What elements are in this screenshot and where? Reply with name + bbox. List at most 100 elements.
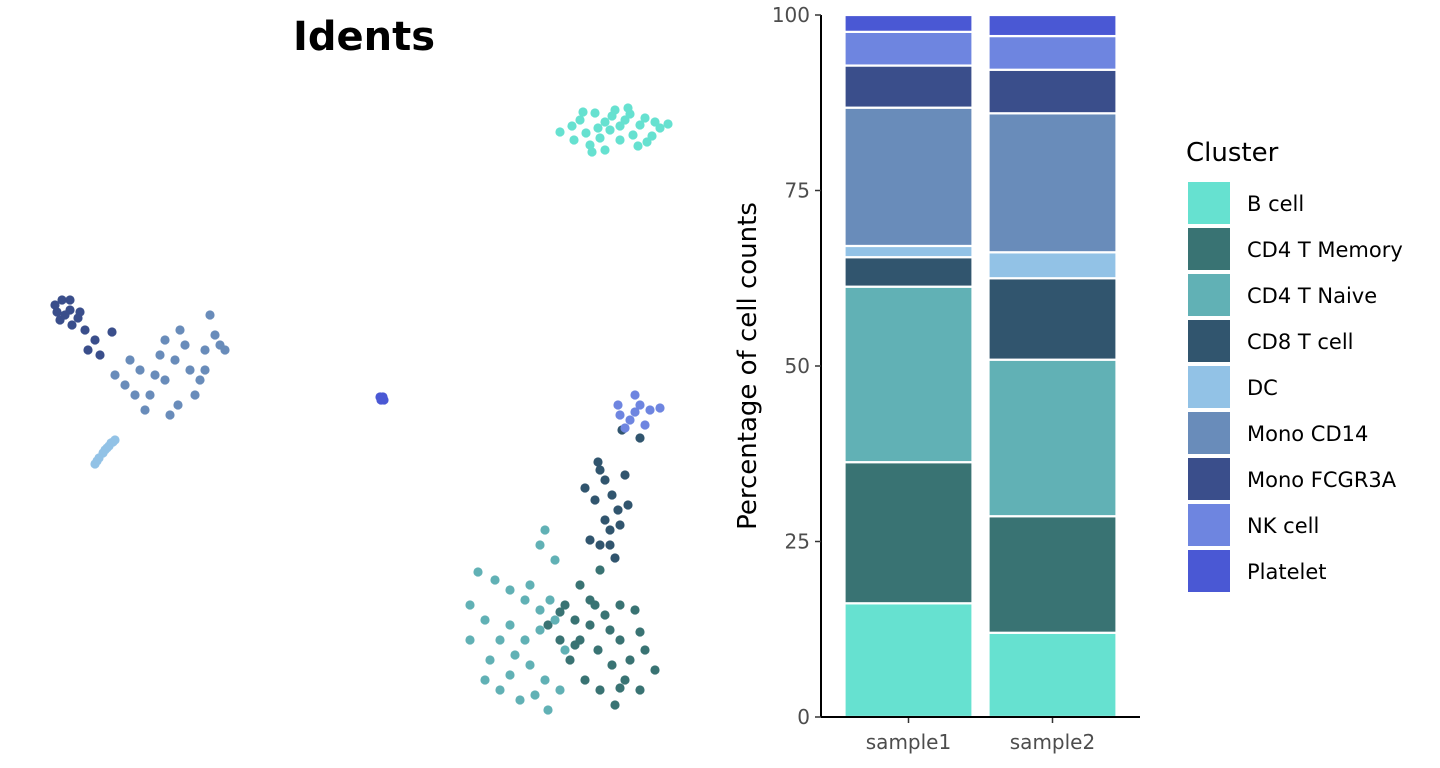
scatter-point bbox=[505, 585, 515, 595]
scatter-point bbox=[110, 370, 120, 380]
stacked-bar-panel: Percentage of cell counts 0 25 50 75 100 sam… bbox=[733, 3, 1140, 754]
scatter-point bbox=[663, 119, 673, 129]
scatter-point bbox=[655, 123, 665, 133]
scatter-point bbox=[615, 683, 625, 693]
scatter-point bbox=[555, 127, 565, 137]
scatter-point bbox=[635, 120, 645, 130]
scatter-point bbox=[525, 580, 535, 590]
legend-item-cd8-t-cell: CD8 T cell bbox=[1188, 320, 1354, 362]
x-tick-label: sample1 bbox=[866, 730, 951, 754]
scatter-point bbox=[565, 655, 575, 665]
scatter-point bbox=[630, 407, 640, 417]
scatter-point bbox=[607, 660, 617, 670]
scatter-point bbox=[605, 625, 615, 635]
legend-key bbox=[1188, 458, 1230, 500]
bars bbox=[843, 13, 1118, 719]
scatter-point bbox=[75, 307, 85, 317]
y-axis-title: Percentage of cell counts bbox=[733, 202, 763, 530]
scatter-point bbox=[650, 665, 660, 675]
legend-item-platelet: Platelet bbox=[1188, 550, 1327, 592]
legend-label: Mono CD14 bbox=[1247, 422, 1368, 446]
cluster-mono-cd14 bbox=[110, 310, 230, 420]
legend: Cluster B cell CD4 T Memory CD4 T Naive CD8… bbox=[1186, 138, 1403, 592]
bar-segment-b-cell bbox=[987, 631, 1118, 719]
scatter-point bbox=[555, 685, 565, 695]
legend-item-cd4-t-memory: CD4 T Memory bbox=[1188, 228, 1403, 270]
scatter-point bbox=[645, 405, 655, 415]
scatter-point bbox=[567, 121, 577, 131]
scatter-point bbox=[160, 335, 170, 345]
legend-item-b-cell: B cell bbox=[1188, 182, 1304, 224]
scatter-point bbox=[210, 330, 220, 340]
scatter-point bbox=[600, 117, 610, 127]
scatter-point bbox=[145, 390, 155, 400]
scatter-point bbox=[610, 700, 620, 710]
scatter-point bbox=[107, 327, 117, 337]
scatter-point bbox=[590, 108, 600, 118]
scatter-point bbox=[575, 115, 585, 125]
legend-items: B cell CD4 T Memory CD4 T Naive CD8 T cell D… bbox=[1188, 182, 1403, 592]
legend-item-mono-fcgr3a: Mono FCGR3A bbox=[1188, 458, 1397, 500]
bar-segment-platelet bbox=[987, 13, 1118, 38]
scatter-point bbox=[515, 695, 525, 705]
scatter-point bbox=[580, 483, 590, 493]
scatter-point bbox=[130, 390, 140, 400]
scatter-point bbox=[60, 310, 70, 320]
scatter-point bbox=[593, 457, 603, 467]
scatter-point bbox=[135, 365, 145, 375]
legend-key bbox=[1188, 228, 1230, 270]
scatter-point bbox=[50, 300, 60, 310]
scatter-point bbox=[543, 705, 553, 715]
bar-segment-mono-fcgr3a bbox=[843, 64, 974, 109]
scatter-point bbox=[605, 125, 615, 135]
scatter-point bbox=[570, 640, 580, 650]
scatter-point bbox=[595, 133, 605, 143]
legend-label: NK cell bbox=[1247, 514, 1319, 538]
scatter-points bbox=[50, 103, 673, 715]
scatter-point bbox=[83, 345, 93, 355]
scatter-point bbox=[600, 145, 610, 155]
scatter-point bbox=[190, 390, 200, 400]
bar-segment-mono-cd14 bbox=[987, 112, 1118, 254]
scatter-point bbox=[623, 500, 633, 510]
scatter-point bbox=[578, 107, 588, 117]
scatter-point bbox=[65, 295, 75, 305]
scatter-point bbox=[543, 620, 553, 630]
bar-segment-dc bbox=[843, 244, 974, 259]
cluster-dc bbox=[90, 435, 120, 469]
bar-segment-mono-fcgr3a bbox=[987, 68, 1118, 115]
scatter-point bbox=[490, 575, 500, 585]
legend-item-cd4-t-naive: CD4 T Naive bbox=[1188, 274, 1377, 316]
scatter-point bbox=[595, 685, 605, 695]
scatter-point bbox=[125, 355, 135, 365]
scatter-point bbox=[376, 395, 386, 405]
y-tick-label: 100 bbox=[772, 3, 810, 27]
scatter-point bbox=[173, 400, 183, 410]
legend-label: Platelet bbox=[1247, 560, 1327, 584]
scatter-point bbox=[585, 140, 595, 150]
scatter-point bbox=[620, 423, 630, 433]
scatter-point bbox=[57, 295, 67, 305]
scatter-point bbox=[581, 128, 591, 138]
scatter-point bbox=[569, 135, 579, 145]
scatter-point bbox=[593, 645, 603, 655]
cluster-cd4-t-naive bbox=[465, 525, 570, 715]
scatter-point bbox=[80, 325, 90, 335]
scatter-point bbox=[555, 607, 565, 617]
scatter-point bbox=[630, 605, 640, 615]
scatter-point bbox=[52, 307, 62, 317]
legend-label: CD4 T Memory bbox=[1247, 238, 1403, 262]
bar-segment-nk-cell bbox=[987, 34, 1118, 71]
scatter-point bbox=[480, 675, 490, 685]
legend-label: B cell bbox=[1247, 192, 1304, 216]
scatter-point bbox=[545, 595, 555, 605]
scatter-point bbox=[165, 410, 175, 420]
scatter-point bbox=[220, 345, 230, 355]
legend-key bbox=[1188, 366, 1230, 408]
bar-sample2 bbox=[987, 13, 1118, 719]
bar-segment-mono-cd14 bbox=[843, 106, 974, 248]
bar-segment-b-cell bbox=[843, 602, 974, 719]
scatter-point bbox=[510, 650, 520, 660]
scatter-point bbox=[635, 433, 645, 443]
scatter-point bbox=[465, 635, 475, 645]
